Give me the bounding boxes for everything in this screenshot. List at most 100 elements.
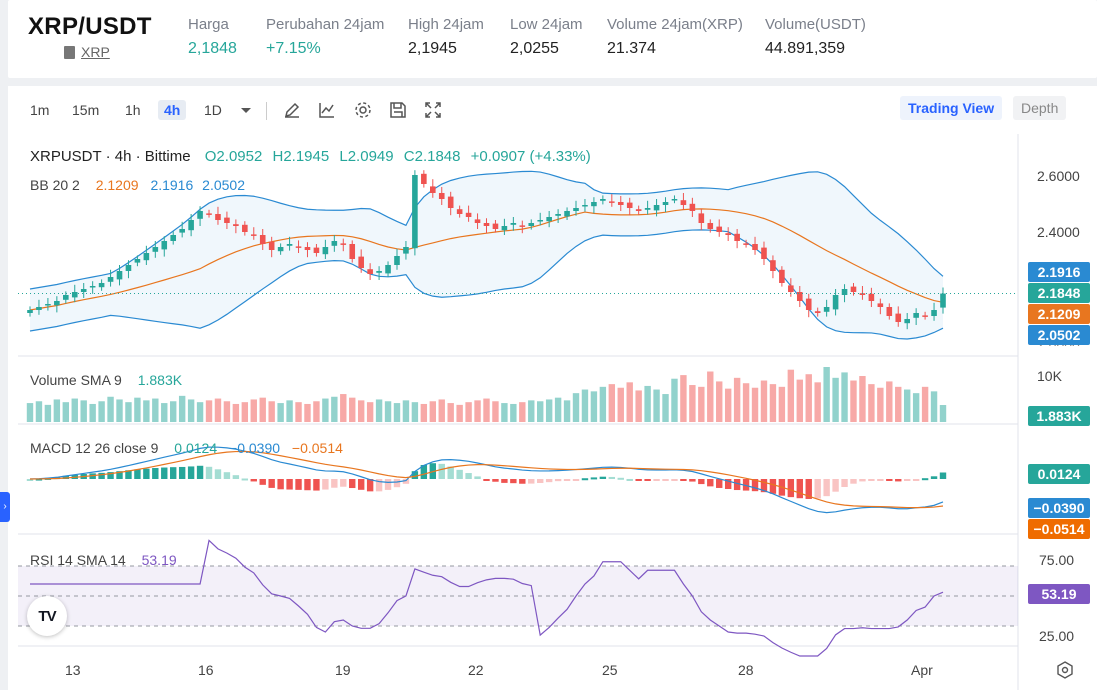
volume-bar <box>698 386 705 422</box>
volume-bar <box>545 399 553 422</box>
timeframe-15m[interactable]: 15m <box>72 102 100 118</box>
volume-bar <box>939 405 947 422</box>
macd-histogram-bar <box>465 473 472 479</box>
candle-body <box>295 246 302 248</box>
fullscreen-icon[interactable] <box>423 100 443 120</box>
volume-bar <box>501 403 508 422</box>
volume-bar <box>474 400 481 422</box>
candle-body <box>528 223 535 226</box>
macd-histogram-bar <box>277 479 284 490</box>
volume-bar <box>393 403 401 422</box>
volume-bar <box>930 391 938 422</box>
candle-body <box>45 304 51 306</box>
macd-histogram-bar <box>152 468 159 479</box>
candle-body <box>89 286 96 288</box>
candle-body <box>188 220 194 231</box>
rsi-label: RSI 14 SMA 14 <box>30 552 126 568</box>
timeframe-1m[interactable]: 1m <box>30 102 50 118</box>
volume-bar <box>563 400 571 422</box>
volume-bar <box>751 387 759 422</box>
gear-icon[interactable] <box>353 100 373 120</box>
tab-depth[interactable]: Depth <box>1013 96 1067 120</box>
candle-body <box>340 243 347 245</box>
candle-body <box>537 220 544 222</box>
macd-histogram-bar <box>143 468 150 479</box>
side-panel-handle[interactable]: › <box>0 492 10 522</box>
candle-body <box>277 247 284 252</box>
macd-label: MACD 12 26 close 9 <box>30 440 159 456</box>
document-icon <box>64 45 75 59</box>
tradingview-logo-icon[interactable]: TV <box>27 596 67 636</box>
chart-area[interactable]: XRPUSDT · 4h · Bittime O2.0952 H2.1945 L… <box>18 134 1097 690</box>
chevron-down-icon[interactable] <box>236 100 256 120</box>
candle-body <box>582 205 588 207</box>
rsi-tick: 25.00 <box>1039 628 1075 644</box>
candle-body <box>904 319 910 324</box>
candle-body <box>805 298 812 310</box>
volume-bar <box>680 375 687 422</box>
macd-histogram-bar <box>850 479 857 484</box>
volume-bar <box>98 401 105 422</box>
date-tick: 19 <box>335 662 351 678</box>
volume-legend: Volume SMA 9 1.883K <box>30 372 182 388</box>
macd-histogram-bar <box>286 479 293 490</box>
macd-histogram-bar <box>384 479 392 490</box>
candle-body <box>653 205 660 211</box>
volume-bar <box>286 400 293 422</box>
candle-body <box>313 247 320 253</box>
pencil-icon[interactable] <box>282 100 302 120</box>
timeframe-1h[interactable]: 1h <box>125 102 141 118</box>
volume-bar <box>465 402 472 422</box>
stat-low: Low 24jam 2,0255 <box>510 16 583 58</box>
volume-bar <box>590 391 598 422</box>
coin-link[interactable]: XRP <box>64 44 110 60</box>
candle-body <box>931 310 937 316</box>
candle-body <box>626 202 633 208</box>
volume-bar <box>823 367 830 422</box>
volume-bar <box>161 403 168 422</box>
chart-svg[interactable] <box>18 134 1097 690</box>
volume-bar <box>510 403 517 422</box>
stat-label: Perubahan 24jam <box>266 16 385 33</box>
macd-histogram-bar <box>438 463 445 479</box>
macd-histogram-bar <box>671 479 678 481</box>
macd-histogram-bar <box>608 476 616 479</box>
macd-histogram-bar <box>724 479 732 489</box>
candle-body <box>779 269 785 283</box>
volume-bar <box>62 402 70 422</box>
candle-body <box>591 202 597 207</box>
timeframe-4h[interactable]: 4h <box>158 100 187 120</box>
candle-body <box>27 310 33 313</box>
candle-body <box>385 265 391 274</box>
candle-body <box>394 256 400 265</box>
volume-bar <box>868 384 875 422</box>
volume-bar <box>572 393 580 422</box>
save-icon[interactable] <box>388 100 408 120</box>
volume-bar <box>537 401 544 422</box>
macd-histogram-bar <box>599 476 607 479</box>
candle-body <box>286 244 293 246</box>
volume-bar <box>143 400 150 422</box>
volume-bar <box>599 386 607 422</box>
volume-bar <box>528 400 535 422</box>
macd-histogram-bar <box>26 479 34 481</box>
timeframe-1d[interactable]: 1D <box>204 102 222 118</box>
macd-histogram-bar <box>796 479 803 499</box>
volume-bar <box>903 389 911 422</box>
candle-body <box>877 303 884 307</box>
candle-body <box>743 243 749 245</box>
candle-body <box>832 295 839 310</box>
tab-trading-view[interactable]: Trading View <box>900 96 1003 120</box>
macd-histogram-bar <box>590 477 598 480</box>
candle-body <box>367 269 373 274</box>
volume-bar <box>671 378 678 422</box>
macd-histogram-bar <box>366 479 374 492</box>
candle-body <box>680 200 687 205</box>
volume-bar <box>366 402 374 422</box>
line-chart-icon[interactable] <box>317 100 337 120</box>
candle-body <box>429 186 436 193</box>
settings-hex-icon[interactable] <box>1055 660 1075 680</box>
close-value: C2.1848 <box>403 148 461 165</box>
volume-bar <box>724 388 732 422</box>
macd-legend: MACD 12 26 close 9 0.0124 −0.0390 −0.051… <box>30 440 343 456</box>
